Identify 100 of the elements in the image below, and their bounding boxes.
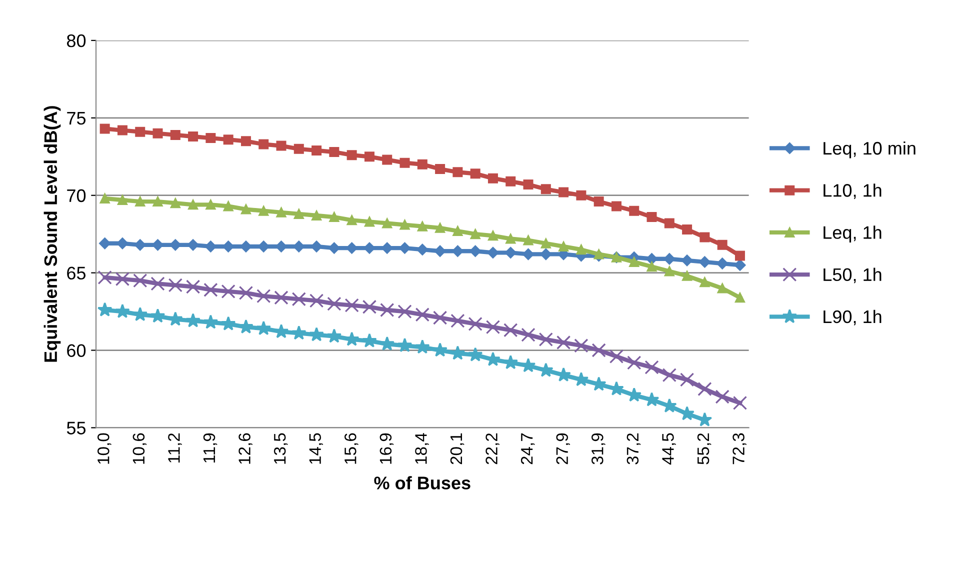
point xyxy=(152,128,163,138)
point xyxy=(416,244,428,256)
point xyxy=(452,226,463,236)
point xyxy=(133,273,148,288)
point xyxy=(187,239,199,251)
point xyxy=(399,242,410,254)
point xyxy=(523,235,534,246)
point xyxy=(150,308,166,323)
point xyxy=(574,338,588,353)
point xyxy=(698,382,712,396)
point xyxy=(664,218,674,228)
point xyxy=(364,152,374,162)
point xyxy=(664,253,676,265)
point xyxy=(664,266,674,276)
point xyxy=(276,207,286,218)
point xyxy=(662,368,676,382)
point xyxy=(346,150,357,160)
point xyxy=(152,239,164,251)
point xyxy=(97,302,112,316)
point xyxy=(152,196,163,207)
point xyxy=(204,282,218,297)
point xyxy=(681,254,693,266)
point xyxy=(309,294,324,308)
point xyxy=(682,224,692,234)
point xyxy=(188,200,198,210)
point xyxy=(276,140,286,151)
point xyxy=(680,406,694,420)
x-tick-label: 22,2 xyxy=(486,433,500,464)
point xyxy=(203,314,218,329)
x-tick-label: 37,2 xyxy=(626,433,641,464)
point xyxy=(206,133,216,144)
point xyxy=(327,296,342,311)
point xyxy=(538,332,553,347)
point xyxy=(646,262,657,272)
point xyxy=(329,212,340,222)
point xyxy=(434,245,446,257)
point xyxy=(488,173,498,184)
x-tick-label: 72,3 xyxy=(732,433,746,464)
point xyxy=(276,240,287,252)
point xyxy=(294,208,304,219)
point xyxy=(380,302,394,318)
point xyxy=(576,244,586,255)
point xyxy=(558,187,569,198)
point xyxy=(734,292,745,303)
point xyxy=(716,258,728,270)
point xyxy=(115,272,130,286)
point xyxy=(700,232,710,242)
point xyxy=(556,335,571,350)
y-tick-label: 80 xyxy=(66,34,86,48)
x-tick-label: 11,9 xyxy=(203,433,218,463)
y-tick-label: 60 xyxy=(67,344,86,357)
point xyxy=(558,241,569,252)
point xyxy=(117,125,128,136)
point xyxy=(540,184,551,194)
x-tick-label: 11,2 xyxy=(168,433,182,463)
point xyxy=(256,288,271,304)
point xyxy=(717,240,728,250)
point xyxy=(734,259,746,271)
point xyxy=(611,201,622,212)
point xyxy=(523,180,534,190)
point xyxy=(540,248,552,260)
point xyxy=(328,242,340,254)
point xyxy=(170,198,180,208)
point xyxy=(240,136,251,146)
point xyxy=(594,196,604,207)
point xyxy=(468,347,483,362)
x-tick-label: 27,9 xyxy=(556,433,570,464)
point xyxy=(135,126,146,137)
x-tick-label: 20,1 xyxy=(450,433,464,464)
point xyxy=(504,323,518,338)
point xyxy=(292,292,306,306)
point xyxy=(644,360,659,374)
point xyxy=(258,206,269,216)
point xyxy=(382,218,392,228)
x-tick-label: 10,0 xyxy=(97,433,112,464)
point xyxy=(450,346,466,360)
y-tick-label: 65 xyxy=(67,266,86,280)
point xyxy=(186,280,200,294)
point xyxy=(134,239,146,251)
point xyxy=(682,270,692,281)
point xyxy=(609,349,624,364)
x-tick-label: 18,4 xyxy=(415,433,429,464)
legend-label: L10, 1h xyxy=(824,184,882,199)
x-tick-label: 14,5 xyxy=(309,433,323,464)
point xyxy=(312,145,322,156)
point xyxy=(346,215,357,226)
point xyxy=(223,201,234,212)
point xyxy=(432,342,448,357)
point xyxy=(294,144,304,154)
point xyxy=(400,220,410,230)
point xyxy=(132,306,148,322)
legend-label: Leq, 10 min xyxy=(824,141,916,158)
point xyxy=(188,132,198,142)
point xyxy=(629,206,640,216)
x-tick-label: 15,6 xyxy=(344,433,358,464)
point xyxy=(470,168,480,179)
x-tick-label: 55,2 xyxy=(697,433,712,464)
x-tick-label: 44,5 xyxy=(662,433,676,465)
y-tick-label: 55 xyxy=(66,422,86,434)
point xyxy=(629,256,640,267)
